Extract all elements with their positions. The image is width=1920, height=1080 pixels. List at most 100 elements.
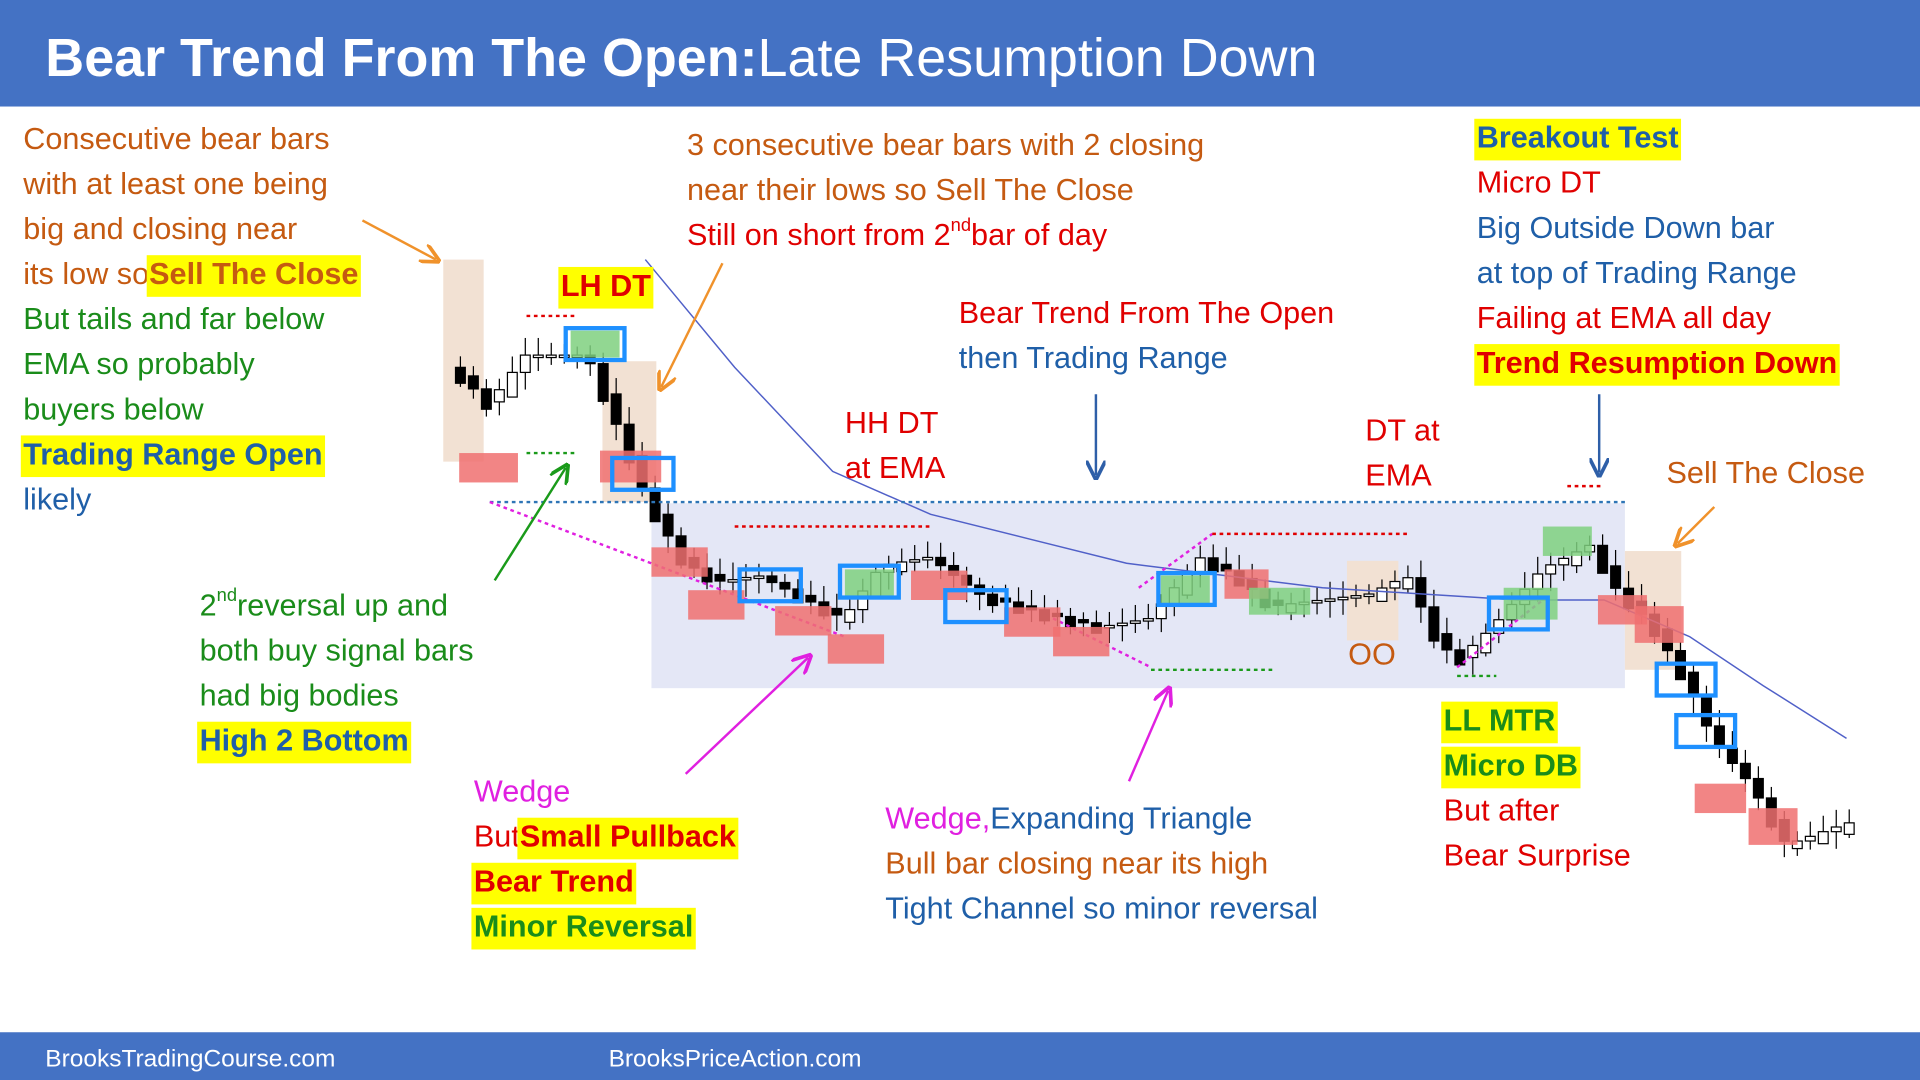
annotation-text: Big Outside Down bar	[1477, 211, 1775, 245]
candle-body	[922, 556, 934, 561]
annotation-text: EMA	[1365, 458, 1432, 492]
candle-body	[1804, 835, 1816, 842]
signal-box	[1674, 712, 1738, 750]
signal-box	[610, 455, 676, 492]
candle-body	[844, 608, 856, 623]
header-bar	[0, 0, 1920, 107]
sell-bar	[1634, 606, 1684, 643]
candle-body	[1116, 622, 1128, 627]
arrow	[661, 262, 724, 387]
annotation-text: Tight Channel so minor reversal	[885, 892, 1318, 926]
annotation-text: at top of Trading Range	[1477, 256, 1797, 290]
annotation-text: EMA so probably	[23, 347, 255, 381]
annotation-text: had big bodies	[200, 679, 399, 713]
candle-body	[1532, 573, 1544, 590]
candle-body	[1843, 822, 1855, 835]
candle-body	[662, 513, 674, 537]
candle-body	[1129, 620, 1141, 624]
annotation-text: LH DT	[561, 269, 651, 303]
sell-bar	[775, 606, 832, 636]
candle-body	[987, 593, 999, 607]
highlight	[517, 817, 739, 860]
highlight	[471, 862, 637, 905]
sell-bar	[459, 453, 518, 483]
sell-close-zone	[443, 259, 484, 462]
buy-bar	[1248, 587, 1311, 615]
candle-body	[1610, 565, 1622, 589]
candle-body	[779, 581, 791, 590]
candle-body	[1324, 598, 1336, 602]
candle-body	[1558, 557, 1570, 566]
candle-body	[454, 366, 466, 384]
annotation-text: with at least one being	[22, 167, 328, 201]
sell-bar	[600, 450, 662, 483]
candle-body	[1726, 747, 1738, 764]
candle-body	[597, 363, 609, 402]
annotation-text: then Trading Range	[959, 341, 1228, 375]
sell-bar	[1694, 783, 1747, 814]
highlight	[1474, 344, 1840, 386]
buy-bar	[1542, 526, 1592, 556]
candle-body	[1415, 577, 1427, 608]
highlight	[558, 266, 654, 309]
candle-body	[935, 556, 947, 567]
annotation-text: Expanding Triangle	[990, 802, 1252, 836]
annotation-text: Bull bar closing near its high	[885, 847, 1268, 881]
signal-box	[563, 326, 627, 363]
candle-body	[1337, 596, 1349, 601]
candle-body	[831, 607, 843, 616]
annotation-text: buyers below	[23, 392, 204, 426]
highlight	[197, 721, 412, 764]
annotation-text: Sell The Close	[149, 257, 358, 291]
annotation-text: Sell The Close	[1667, 456, 1866, 490]
candle-body	[1389, 580, 1401, 589]
candle-body	[493, 389, 505, 403]
candle-body	[1311, 599, 1323, 604]
candle-body	[1739, 762, 1751, 780]
signal-box	[1156, 570, 1217, 608]
annotation-text: Trend Resumption Down	[1477, 346, 1838, 380]
annotation-text: HH DT	[845, 406, 939, 440]
candle-body	[1687, 671, 1699, 698]
candle-body	[467, 375, 479, 390]
arrow	[1678, 506, 1716, 544]
wedge-line	[1138, 532, 1213, 589]
candle-body	[1077, 619, 1089, 624]
sell-bar	[651, 547, 708, 577]
annotation-text: DT at	[1365, 413, 1440, 447]
annotation-text: Consecutive bear bars	[23, 122, 329, 156]
candle-body	[909, 559, 921, 563]
annotation-text: Wedge,	[885, 802, 990, 836]
footer-right: BrooksPriceAction.com	[609, 1046, 862, 1073]
annotation-text: Trading Range Open	[23, 437, 322, 471]
candle-body	[740, 576, 752, 581]
signal-boxes	[459, 326, 1798, 845]
candle-body	[1467, 644, 1479, 659]
annotation-text: Still on short from 2	[687, 218, 951, 252]
footer-left: BrooksTradingCourse.com	[45, 1046, 335, 1073]
highlight	[1474, 118, 1682, 161]
candle-body	[1830, 826, 1842, 833]
annotation-text: But after	[1444, 794, 1560, 828]
title-part: Late Resumption Down	[758, 28, 1318, 88]
signal-box	[737, 567, 803, 604]
annotation-text: both buy signal bars	[200, 634, 474, 668]
annotation-text: 2	[200, 588, 217, 622]
annotation-text: Minor Reversal	[474, 910, 693, 944]
annotation-text: Micro DT	[1477, 166, 1601, 200]
sell-bar	[1053, 626, 1110, 657]
candle-body	[766, 575, 778, 584]
candle-body	[727, 579, 739, 583]
annotation-text: bar of day	[971, 218, 1108, 252]
annotation-text: reversal up and	[237, 588, 448, 622]
signal-box	[943, 588, 1009, 625]
annotation-text: Bear Trend	[474, 865, 634, 899]
candle-body	[753, 575, 765, 580]
annotation-text: Failing at EMA all day	[1477, 301, 1772, 335]
annotation-text: OO	[1348, 637, 1396, 671]
candle-body	[545, 354, 557, 359]
annotations: Consecutive bear bars with at least one b…	[20, 118, 1866, 950]
candle-body	[1376, 587, 1388, 602]
highlight	[20, 435, 326, 478]
